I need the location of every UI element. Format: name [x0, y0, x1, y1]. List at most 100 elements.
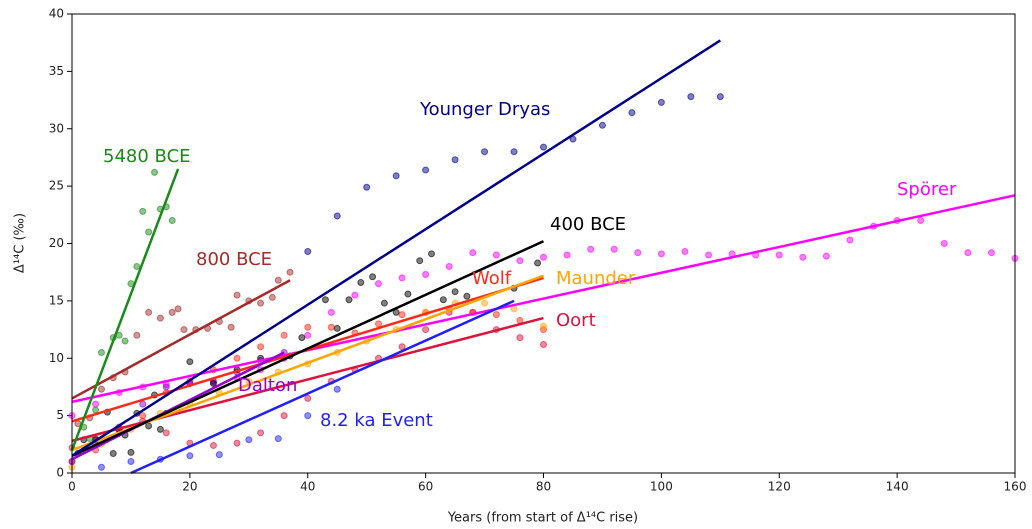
data-point [268, 293, 276, 301]
data-point [168, 217, 176, 225]
data-point [92, 406, 100, 414]
data-point [516, 334, 524, 342]
y-tick-label: 35 [49, 64, 64, 78]
x-tick-label: 0 [68, 480, 76, 494]
data-point [716, 93, 724, 101]
data-point [133, 331, 141, 339]
data-point [139, 400, 147, 408]
data-point [286, 268, 294, 276]
data-point [799, 253, 807, 261]
data-point [186, 452, 194, 460]
data-point [469, 249, 477, 257]
y-tick-label: 40 [49, 7, 64, 21]
data-point [987, 249, 995, 257]
fit-line [70, 168, 180, 451]
data-point [687, 93, 695, 101]
data-point [463, 292, 471, 300]
data-point [563, 251, 571, 259]
data-point [304, 394, 312, 402]
data-point [481, 299, 489, 307]
data-point [121, 337, 129, 345]
y-tick-label: 30 [49, 121, 64, 135]
y-tick-label: 15 [49, 293, 64, 307]
data-point [274, 435, 282, 443]
data-point [304, 323, 312, 331]
data-point [374, 280, 382, 288]
data-point [321, 296, 329, 304]
data-point [145, 422, 153, 430]
data-point [133, 262, 141, 270]
data-point [964, 249, 972, 257]
data-point [451, 156, 459, 164]
data-point [416, 257, 424, 265]
series-annotation: 800 BCE [196, 249, 272, 270]
data-point [363, 183, 371, 191]
data-point [97, 349, 105, 357]
data-point [492, 251, 500, 259]
data-point [327, 323, 335, 331]
data-point [369, 273, 377, 281]
data-point [445, 262, 453, 270]
data-point [233, 291, 241, 299]
data-point [245, 436, 253, 444]
data-point [392, 172, 400, 180]
data-point [422, 166, 430, 174]
data-point [398, 274, 406, 282]
series-annotation: 5480 BCE [103, 146, 191, 167]
data-point [127, 448, 135, 456]
data-point [257, 343, 265, 351]
data-point [333, 212, 341, 220]
data-point [304, 248, 312, 256]
y-tick-label: 25 [49, 179, 64, 193]
data-point [940, 240, 948, 247]
data-point [209, 379, 217, 387]
data-point [822, 252, 830, 260]
series-annotation: Spörer [897, 179, 957, 200]
data-point [422, 270, 430, 278]
data-point [333, 324, 341, 332]
data-point [304, 412, 312, 420]
x-tick-label: 40 [300, 480, 315, 494]
y-tick-label: 20 [49, 236, 64, 250]
data-point [139, 412, 147, 420]
data-point [628, 109, 636, 117]
data-point [610, 245, 618, 253]
data-point [657, 250, 665, 258]
y-tick-label: 0 [56, 466, 64, 480]
data-point [257, 429, 265, 437]
fit-line [71, 279, 291, 400]
x-tick-label: 160 [1004, 480, 1027, 494]
data-point [422, 326, 430, 334]
series-annotation: Maunder [556, 268, 636, 289]
data-point [209, 441, 217, 449]
data-point [227, 323, 235, 331]
data-point [97, 463, 105, 471]
data-point [540, 322, 547, 330]
data-point [92, 400, 100, 408]
data-point [333, 385, 341, 393]
data-point [304, 331, 312, 339]
data-point [357, 279, 365, 287]
series-annotation: Dalton [238, 375, 297, 396]
y-tick-label: 5 [56, 408, 64, 422]
data-point [917, 217, 925, 225]
series-annotation: 400 BCE [550, 214, 626, 235]
data-point [428, 250, 436, 258]
fit-line [71, 39, 721, 457]
data-point [151, 168, 159, 176]
data-point [186, 358, 194, 366]
data-point [657, 98, 665, 106]
data-point [540, 340, 547, 348]
data-point [145, 228, 153, 236]
data-point [168, 308, 176, 316]
data-point [510, 148, 518, 156]
data-point [404, 290, 412, 298]
data-point [481, 148, 489, 156]
data-point [257, 299, 265, 307]
data-point [109, 449, 117, 457]
x-tick-label: 100 [650, 480, 673, 494]
data-point [510, 305, 518, 313]
data-point [374, 320, 382, 328]
data-point [145, 308, 153, 316]
